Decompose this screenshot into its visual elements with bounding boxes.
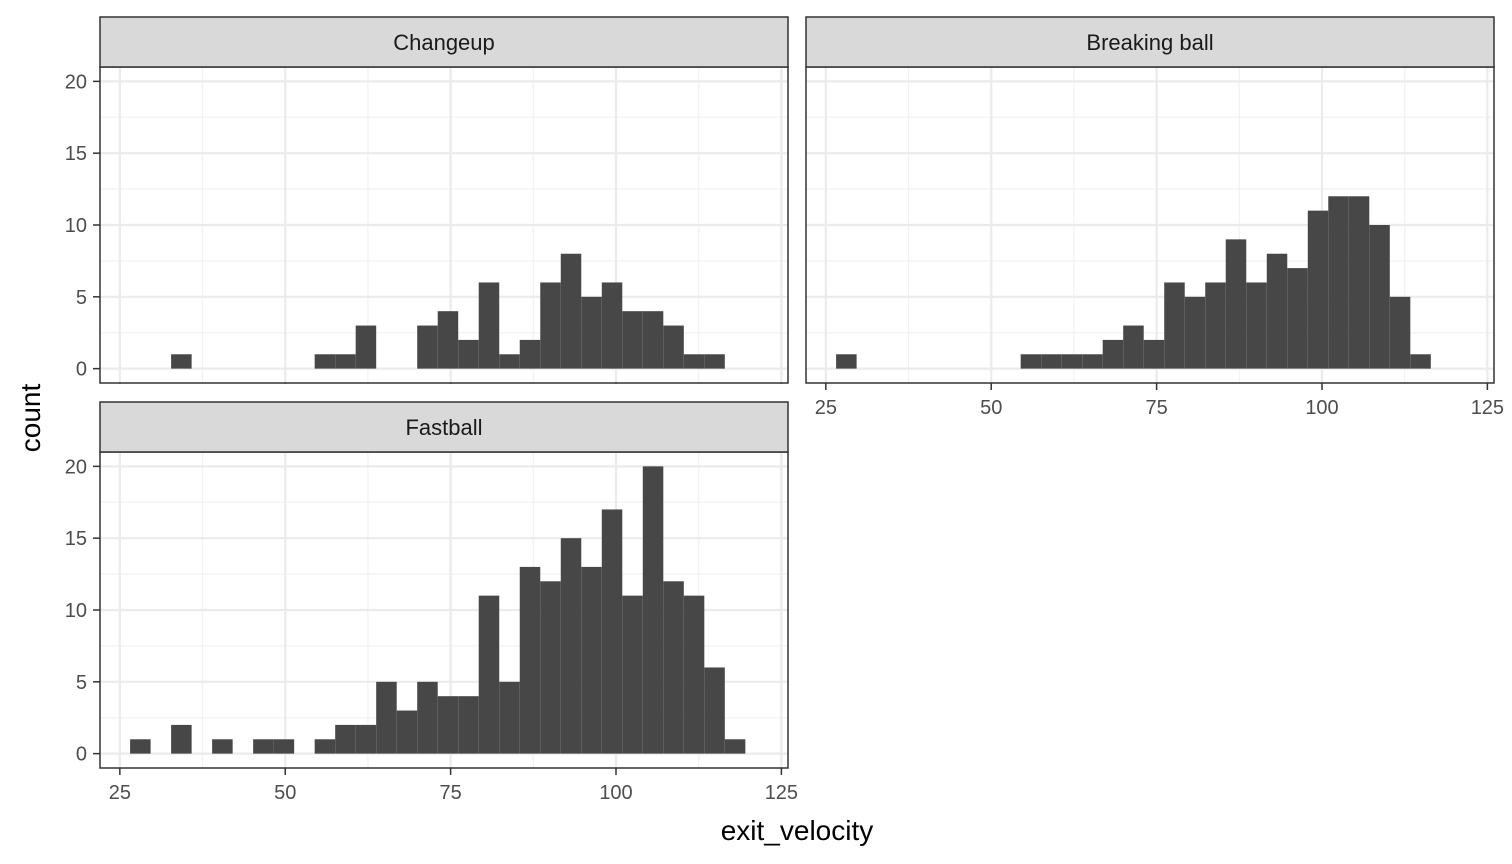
- histogram-bar: [1307, 210, 1329, 369]
- y-tick-label: 0: [76, 744, 87, 766]
- histogram-bar: [560, 253, 582, 369]
- histogram-bar: [417, 325, 438, 369]
- histogram-bar: [1389, 296, 1411, 369]
- facet-strip-label: Changeup: [393, 30, 495, 55]
- histogram-bar: [663, 325, 684, 369]
- histogram-bar: [314, 354, 336, 369]
- facet-panel-2: Fastball 0 5 10 15 20 25 50 75 100 125: [65, 401, 798, 804]
- histogram-bar: [273, 739, 295, 754]
- histogram-bar: [355, 325, 377, 369]
- histogram-bar: [478, 595, 500, 754]
- histogram-bar: [622, 311, 643, 369]
- histogram-bar: [683, 354, 705, 369]
- y-axis-title: count: [15, 384, 46, 453]
- histogram-bar: [458, 696, 479, 754]
- histogram-bar: [437, 696, 459, 754]
- histogram-bar: [335, 354, 356, 369]
- x-tick-label: 25: [109, 782, 131, 804]
- x-tick-label: 75: [439, 782, 461, 804]
- histogram-bar: [335, 724, 356, 754]
- histogram-bar: [171, 724, 192, 754]
- histogram-bar: [642, 466, 664, 754]
- histogram-bar: [417, 681, 438, 754]
- facet-strip-label: Breaking ball: [1086, 30, 1213, 55]
- y-tick-label: 15: [65, 528, 87, 550]
- histogram-bar: [1287, 268, 1308, 369]
- histogram-bar: [253, 739, 274, 754]
- x-tick-label: 125: [765, 782, 798, 804]
- histogram-bar: [1164, 282, 1185, 369]
- y-tick-label: 5: [76, 287, 87, 309]
- x-tick-label: 125: [1471, 397, 1504, 419]
- facet-strip: [99, 16, 789, 68]
- y-tick-label: 5: [76, 672, 87, 694]
- histogram-bar: [581, 566, 602, 754]
- histogram-bar: [1348, 196, 1370, 369]
- histogram-bar: [1184, 296, 1206, 369]
- histogram-bar: [458, 339, 479, 369]
- histogram-bar: [601, 282, 623, 369]
- y-tick-label: 20: [65, 456, 87, 478]
- histogram-bar: [704, 354, 725, 369]
- histogram-bar: [1061, 354, 1083, 369]
- facet-strip: [805, 16, 1495, 68]
- histogram-bar: [663, 581, 684, 754]
- histogram-bar: [130, 739, 151, 754]
- x-tick-label: 50: [980, 397, 1002, 419]
- histogram-bar: [171, 354, 192, 369]
- histogram-bar: [478, 282, 500, 369]
- histogram-bar: [355, 724, 377, 754]
- histogram-bar: [560, 538, 582, 754]
- histogram-bar: [581, 296, 602, 369]
- x-tick-label: 100: [599, 782, 632, 804]
- histogram-bar: [1041, 354, 1062, 369]
- histogram-bar: [724, 739, 746, 754]
- x-tick-label: 25: [815, 397, 837, 419]
- histogram-bar: [1143, 339, 1165, 369]
- histogram-bar: [1225, 239, 1247, 369]
- y-tick-label: 10: [65, 600, 87, 622]
- x-tick-label: 100: [1305, 397, 1338, 419]
- histogram-bar: [519, 339, 541, 369]
- y-tick-label: 15: [65, 143, 87, 165]
- y-tick-label: 10: [65, 215, 87, 237]
- y-tick-label: 0: [76, 359, 87, 381]
- histogram-bar: [622, 595, 643, 754]
- histogram-bar: [540, 581, 561, 754]
- histogram-bar: [1328, 196, 1349, 369]
- histogram-bar: [519, 566, 541, 754]
- histogram-bar: [396, 710, 418, 754]
- histogram-bar: [314, 739, 336, 754]
- histogram-bar: [540, 282, 561, 369]
- histogram-bar: [683, 595, 705, 754]
- y-tick-label: 20: [65, 71, 87, 93]
- histogram-bar: [1369, 225, 1390, 369]
- histogram-bar: [499, 681, 520, 754]
- histogram-bar: [642, 311, 664, 369]
- histogram-bar: [437, 311, 459, 369]
- x-tick-label: 75: [1145, 397, 1167, 419]
- histogram-bar: [376, 681, 397, 754]
- facet-strip: [99, 401, 789, 453]
- histogram-bar: [1082, 354, 1103, 369]
- histogram-bar: [836, 354, 857, 369]
- histogram-bar: [499, 354, 520, 369]
- histogram-bar: [704, 667, 725, 754]
- facet-panel-1: Breaking ball 25 50 75 100 125: [805, 16, 1504, 419]
- histogram-bar: [1246, 282, 1267, 369]
- histogram-bar: [1020, 354, 1042, 369]
- histogram-bar: [212, 739, 233, 754]
- histogram-bar: [1205, 282, 1226, 369]
- facet-strip-label: Fastball: [405, 415, 482, 440]
- histogram-bar: [1410, 354, 1431, 369]
- x-axis-title: exit_velocity: [721, 815, 874, 846]
- histogram-bar: [1102, 339, 1124, 369]
- histogram-bar: [601, 509, 623, 754]
- histogram-bar: [1266, 253, 1288, 369]
- histogram-bar: [1123, 325, 1144, 369]
- facet-panel-0: Changeup 0 5 10 15 20: [65, 16, 789, 384]
- x-tick-label: 50: [274, 782, 296, 804]
